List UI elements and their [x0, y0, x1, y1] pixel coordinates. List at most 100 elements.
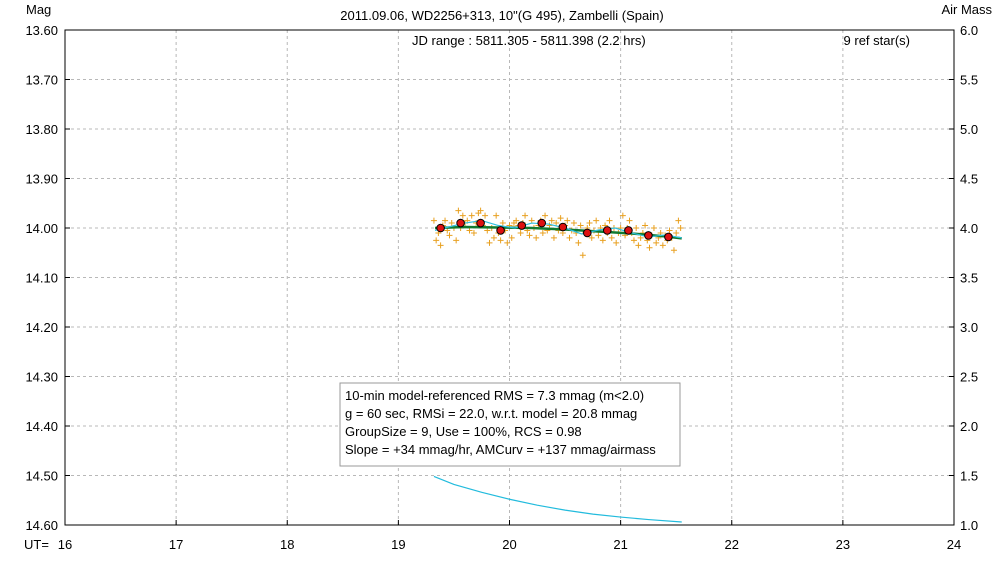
group-average-point	[602, 226, 612, 235]
measurement-point	[633, 225, 640, 231]
x-tick-label: 23	[836, 537, 850, 552]
y-tick-label: 13.70	[25, 73, 58, 88]
measurement-point	[650, 225, 657, 231]
measurement-point	[586, 220, 593, 227]
group-average-point	[476, 218, 485, 228]
y-tick-label: 14.00	[25, 221, 58, 236]
measurement-point	[564, 217, 571, 224]
measurement-point	[630, 237, 637, 244]
measurement-point	[526, 232, 533, 239]
y2-tick-label: 3.5	[960, 271, 978, 286]
x-tick-label: 16	[58, 537, 72, 552]
measurement-point	[482, 212, 489, 219]
y2-tick-label: 4.0	[960, 221, 978, 236]
measurement-point	[455, 207, 462, 214]
measurement-point	[533, 234, 540, 241]
y-tick-label: 13.60	[25, 23, 58, 38]
measurement-point	[553, 220, 560, 227]
measurement-point	[550, 234, 557, 241]
measurement-point	[613, 239, 620, 246]
measurement-point	[637, 234, 644, 241]
airmass-line	[433, 475, 682, 523]
measurement-point	[626, 217, 633, 224]
y2-tick-label: 4.5	[960, 172, 978, 187]
y2-tick-label: 6.0	[960, 23, 978, 38]
measurement-point	[499, 220, 506, 227]
measurement-point	[557, 215, 564, 222]
ref-stars-annotation: 9 ref star(s)	[844, 33, 910, 48]
jd-range-annotation: JD range : 5811.305 - 5811.398 (2.2 hrs)	[412, 33, 646, 48]
group-average-point	[456, 218, 465, 228]
group-average-point	[644, 231, 653, 240]
measurement-point	[608, 234, 615, 241]
group-average-point	[517, 221, 527, 230]
measurement-point	[670, 247, 677, 254]
measurement-point	[579, 252, 586, 259]
measurement-point	[493, 212, 500, 219]
measurement-point	[566, 234, 573, 241]
x-tick-label: 21	[613, 537, 627, 552]
measurement-point	[513, 217, 520, 224]
measurement-point	[453, 237, 460, 244]
x-tick-label: 24	[947, 537, 961, 552]
measurement-point	[517, 229, 524, 236]
group-average-point	[624, 226, 633, 235]
y2-tick-label: 5.0	[960, 122, 978, 137]
measurement-point	[486, 239, 493, 246]
measurement-point	[468, 212, 475, 219]
measurement-point	[522, 212, 529, 219]
y2-tick-label: 1.0	[960, 518, 978, 533]
y2-axis-label: Air Mass	[941, 2, 992, 17]
y-tick-label: 14.10	[25, 271, 58, 286]
measurement-point	[595, 232, 602, 239]
measurement-point	[642, 222, 649, 229]
chart-title: 2011.09.06, WD2256+313, 10"(G 495), Zamb…	[340, 8, 663, 23]
group-average-point	[558, 222, 568, 232]
y-tick-label: 13.80	[25, 122, 58, 137]
x-axis-label: UT=	[24, 537, 49, 552]
measurement-point	[653, 239, 660, 246]
measurement-point	[588, 234, 595, 241]
measurement-point	[619, 212, 626, 219]
measurement-point	[673, 229, 680, 236]
measurement-point	[548, 217, 555, 224]
stats-line-1: 10-min model-referenced RMS = 7.3 mmag (…	[345, 388, 644, 403]
measurement-point	[539, 229, 546, 236]
measurement-point	[677, 225, 684, 231]
stats-line-4: Slope = +34 mmag/hr, AMCurv = +137 mmag/…	[345, 442, 656, 457]
measurement-point	[442, 217, 449, 224]
y2-tick-label: 1.5	[960, 469, 978, 484]
stats-box	[339, 382, 681, 467]
measurement-point	[606, 217, 613, 224]
y-tick-label: 14.20	[25, 320, 58, 335]
group-average-point	[582, 228, 592, 238]
axis-ticks	[64, 29, 955, 526]
measurement-point	[497, 237, 504, 244]
stats-line-3: GroupSize = 9, Use = 100%, RCS = 0.98	[345, 424, 582, 439]
measurement-point	[542, 212, 549, 219]
y-tick-label: 14.40	[25, 419, 58, 434]
measurement-point	[466, 227, 473, 234]
x-tick-label: 18	[280, 537, 294, 552]
y-tick-label: 14.50	[25, 469, 58, 484]
measurement-point	[575, 239, 582, 246]
running-average-line	[434, 219, 682, 239]
y-axis-label: Mag	[26, 2, 51, 17]
measurement-point	[470, 229, 477, 236]
measurement-point	[448, 220, 455, 227]
x-tick-label: 22	[725, 537, 739, 552]
y2-tick-label: 2.0	[960, 419, 978, 434]
measurement-point	[446, 232, 453, 239]
measurement-point	[577, 222, 584, 229]
y2-tick-label: 2.5	[960, 370, 978, 385]
measurement-point	[433, 237, 440, 244]
y2-tick-labels: 6.0 5.5 5.0 4.5 4.0 3.5 3.0 2.5 2.0 1.5 1.0	[960, 23, 978, 533]
measurement-point	[599, 237, 606, 244]
y-tick-label: 14.30	[25, 370, 58, 385]
measurement-point	[459, 212, 466, 219]
x-tick-labels: 16 17 18 19 20 21 22 23 24	[58, 537, 961, 552]
y-tick-label: 13.90	[25, 172, 58, 187]
measurement-point	[666, 227, 673, 234]
y-tick-labels: 13.60 13.70 13.80 13.90 14.00 14.10 14.20 14.30…	[25, 23, 58, 533]
